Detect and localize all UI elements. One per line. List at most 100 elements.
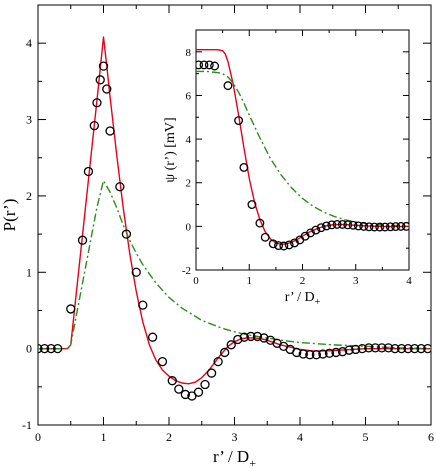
inset-data-marker: [239, 163, 249, 172]
inset-data-marker: [385, 222, 395, 232]
main-y-tick-label: 3: [26, 113, 32, 127]
main-y-tick-label: 0: [26, 342, 32, 356]
main-x-tick-label: 3: [232, 430, 238, 444]
main-data-marker: [233, 334, 243, 345]
main-x-tick-label: 2: [166, 430, 172, 444]
inset-x-tick-label: 0: [193, 275, 199, 287]
inset-x-tick-label: 3: [353, 275, 359, 287]
inset-data-marker: [204, 60, 214, 70]
inset-data-marker: [210, 61, 220, 71]
main-data-marker: [364, 343, 374, 353]
main-data-marker: [167, 376, 177, 386]
main-data-marker: [324, 348, 335, 358]
main-data-marker: [298, 349, 308, 359]
main-data-marker: [292, 347, 302, 358]
main-data-marker: [213, 356, 223, 367]
main-data-marker: [38, 343, 43, 354]
main-data-marker: [206, 368, 217, 378]
inset-y-tick-label: 8: [186, 47, 192, 59]
main-data-marker: [92, 98, 102, 108]
inset-data-marker: [343, 220, 353, 230]
main-data-marker: [351, 344, 361, 355]
inset-data-marker: [284, 240, 294, 250]
main-y-tick-label: -1: [22, 418, 32, 432]
main-data-marker: [416, 343, 426, 354]
main-data-marker: [147, 332, 158, 342]
main-data-marker: [98, 61, 109, 71]
main-data-marker: [390, 343, 400, 354]
inset-y-tick-label: 0: [186, 221, 192, 233]
inset-data-marker: [311, 225, 321, 235]
inset-data-marker: [223, 81, 233, 91]
inset-data-marker: [322, 221, 331, 231]
main-data-marker: [220, 347, 230, 358]
inset-data-marker: [327, 220, 337, 230]
inset-data-marker: [255, 218, 265, 228]
inset-data-marker: [199, 60, 209, 70]
inset-data-marker: [391, 222, 401, 232]
main-data-marker: [226, 340, 236, 350]
main-x-tick-label: 5: [363, 430, 369, 444]
main-y-tick-label: 2: [26, 189, 32, 203]
main-series-group: [38, 36, 431, 401]
main-y-tick-label: 4: [26, 36, 32, 50]
inset-dashdot-line: [196, 70, 409, 227]
main-data-marker: [409, 343, 420, 354]
main-x-tick-label: 6: [428, 430, 434, 444]
main-data-marker: [370, 343, 380, 353]
inset-data-marker: [375, 222, 385, 232]
inset-series-group: [196, 48, 409, 251]
main-data-marker: [46, 343, 56, 354]
inset-solid-line: [196, 48, 409, 245]
inset-data-marker: [306, 228, 315, 238]
main-data-marker: [138, 300, 148, 310]
main-data-marker: [105, 126, 115, 136]
main-data-marker: [246, 331, 256, 342]
main-data-marker: [115, 182, 125, 192]
inset-y-axis-title: ψ (r’) [mV]: [163, 117, 178, 182]
main-data-marker: [39, 343, 50, 354]
main-data-marker: [121, 229, 132, 239]
inset-y-tick-label: 4: [186, 134, 192, 146]
inset-y-tick-label: 6: [186, 90, 192, 102]
main-data-marker: [200, 379, 210, 390]
inset-x-tick-label: 2: [300, 275, 306, 287]
inset-data-marker: [369, 222, 379, 232]
main-data-marker: [357, 343, 367, 354]
main-x-axis-title-subscript: +: [249, 456, 256, 468]
inset-data-marker: [337, 219, 347, 229]
inset-data-marker: [316, 223, 326, 233]
main-x-axis-title: r’ / D+: [213, 447, 256, 468]
main-y-tick-label: 1: [26, 265, 32, 279]
inset-data-marker: [364, 222, 374, 232]
inset-data-marker: [268, 239, 278, 249]
inset-data-marker: [359, 221, 369, 231]
main-x-tick-label: 4: [297, 430, 303, 444]
inset-y-tick-label: -2: [182, 265, 191, 277]
main-data-marker: [239, 332, 249, 342]
inset-data-marker: [260, 232, 270, 242]
main-data-marker: [396, 343, 407, 354]
main-data-marker: [403, 343, 413, 354]
inset-x-tick-label: 1: [247, 275, 253, 287]
main-data-marker: [193, 387, 204, 397]
main-data-marker: [102, 84, 112, 94]
inset-x-axis-title-subscript: +: [315, 297, 321, 308]
main-data-marker: [305, 350, 315, 360]
inset-data-marker: [396, 221, 406, 231]
inset-data-marker: [247, 200, 257, 209]
main-data-marker: [344, 345, 354, 355]
main-data-marker: [157, 356, 168, 367]
main-data-marker: [131, 267, 141, 277]
main-data-marker: [311, 350, 322, 360]
main-data-marker: [180, 389, 191, 400]
main-data-marker: [383, 343, 394, 353]
main-x-tick-label: 1: [101, 430, 107, 444]
inset-data-marker: [348, 220, 358, 230]
inset-data-marker: [332, 219, 342, 229]
main-dashdot-line: [38, 179, 431, 350]
inset-data-marker: [234, 116, 244, 125]
inset-x-axis-title: r’ / D+: [285, 290, 321, 308]
main-data-marker: [174, 384, 184, 394]
main-y-axis-title: P(r’): [0, 199, 19, 232]
